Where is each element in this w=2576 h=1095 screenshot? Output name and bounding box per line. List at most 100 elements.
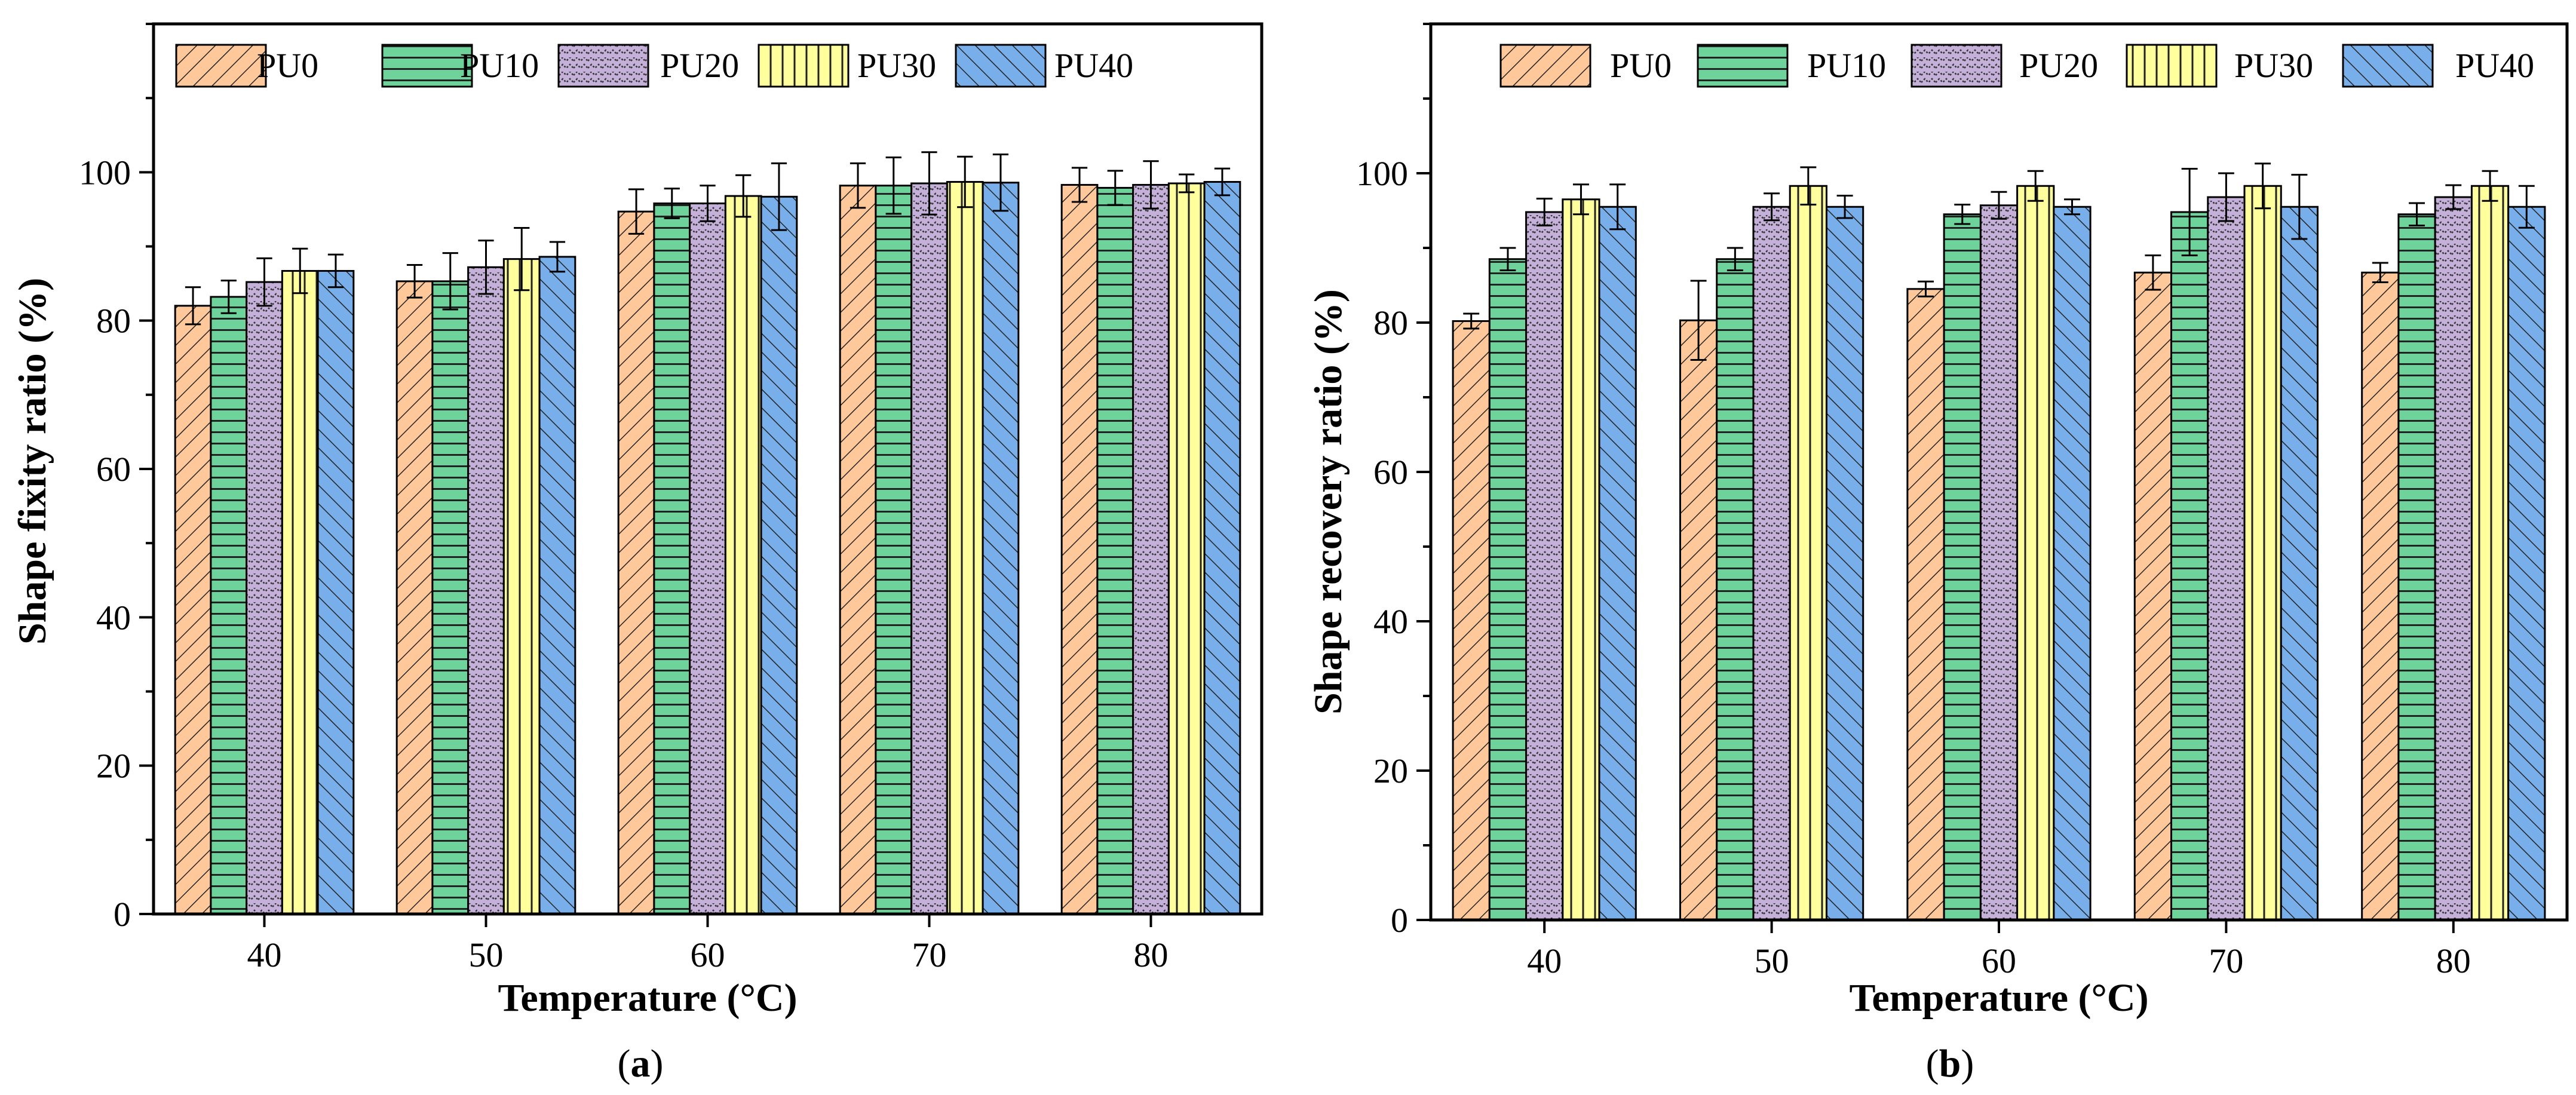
error-bar-a-pu20-80 <box>1143 160 1159 210</box>
bar-a-pu30-50 <box>502 258 541 915</box>
bar-a-pu30-40 <box>281 269 319 915</box>
bar-a-pu0-80 <box>1060 183 1099 915</box>
error-bar-b-pu20-50 <box>1764 192 1780 222</box>
error-bar-b-pu40-60 <box>2064 198 2080 216</box>
legend-item-a-pu40: PU40 <box>955 44 1133 88</box>
error-bar-b-pu10-70 <box>2181 168 2198 256</box>
error-bar-a-pu30-70 <box>957 155 973 208</box>
x-tick-label-a-50: 50 <box>469 935 504 974</box>
panel-label-a: (a) <box>618 1042 664 1085</box>
bar-b-pu40-80 <box>2507 205 2546 921</box>
legend-label-b-pu30: PU30 <box>2234 46 2313 85</box>
bar-a-pu30-70 <box>946 180 984 915</box>
bar-b-pu40-50 <box>1825 205 1864 921</box>
y-tick-label-b-0: 0 <box>1391 901 1408 940</box>
legend-b: PU0 PU10 PU20 PU30 PU40 <box>1499 44 2534 88</box>
bar-a-pu40-60 <box>760 195 798 915</box>
bar-b-pu30-50 <box>1789 185 1827 921</box>
bar-a-pu10-70 <box>875 185 913 915</box>
error-bar-b-pu10-40 <box>1499 247 1516 271</box>
bar-b-pu10-40 <box>1488 258 1528 921</box>
x-tick-label-b-50: 50 <box>1755 941 1789 980</box>
error-bar-a-pu40-70 <box>992 154 1009 212</box>
bar-b-pu0-60 <box>1906 288 1945 921</box>
bar-a-pu10-40 <box>210 296 248 915</box>
bar-b-pu10-80 <box>2397 213 2436 921</box>
error-bar-a-pu40-50 <box>549 241 566 273</box>
bar-b-pu0-40 <box>1452 320 1491 921</box>
legend-label-b-pu20: PU20 <box>2019 46 2098 85</box>
error-bars-b <box>1463 162 2535 361</box>
error-bar-b-pu0-70 <box>2145 254 2161 291</box>
error-bar-a-pu20-60 <box>700 185 716 222</box>
error-bar-b-pu40-40 <box>1609 183 1626 231</box>
legend-item-b-pu40: PU40 <box>2342 44 2534 88</box>
bar-b-pu20-60 <box>1979 204 2019 921</box>
y-axis-label-a: Shape fixity ratio (%) <box>11 278 54 645</box>
error-bar-a-pu10-60 <box>664 188 680 219</box>
legend-item-a-pu30: PU30 <box>758 44 936 88</box>
legend-swatch-b-pu30 <box>2126 44 2218 88</box>
bar-b-pu20-40 <box>1525 211 1564 921</box>
bar-b-pu30-70 <box>2243 185 2282 921</box>
legend-item-b-pu10: PU10 <box>1697 44 1886 88</box>
error-bar-a-pu10-40 <box>220 280 237 314</box>
bar-a-pu0-70 <box>839 185 877 915</box>
bar-b-pu30-60 <box>2016 185 2055 921</box>
bar-a-pu20-60 <box>689 202 726 915</box>
bar-b-pu10-50 <box>1716 258 1755 921</box>
error-bar-b-pu0-40 <box>1463 312 1480 330</box>
error-bar-a-pu10-70 <box>885 157 901 215</box>
bar-a-pu20-80 <box>1132 183 1170 915</box>
error-bar-a-pu40-60 <box>771 162 787 231</box>
error-bar-a-pu20-70 <box>921 151 937 216</box>
x-tick-label-b-60: 60 <box>1982 941 2016 980</box>
legend-swatch-a-pu10 <box>381 44 473 88</box>
bar-a-pu30-80 <box>1167 182 1206 915</box>
error-bar-a-pu30-60 <box>735 174 752 218</box>
legend-item-a-pu10: PU10 <box>381 44 539 88</box>
error-bar-b-pu30-40 <box>1572 183 1589 216</box>
panel-label-b: (b) <box>1926 1042 1974 1085</box>
error-bar-b-pu20-60 <box>1991 191 2007 220</box>
legend-label-a-pu10: PU10 <box>460 46 539 85</box>
bar-a-pu0-40 <box>174 305 212 915</box>
y-tick-label-a-0: 0 <box>114 895 131 934</box>
error-bar-b-pu10-60 <box>1954 204 1971 225</box>
legend-label-a-pu20: PU20 <box>660 46 739 85</box>
bar-b-pu0-80 <box>2361 271 2400 921</box>
x-tick-label-a-40: 40 <box>247 935 282 974</box>
legend-swatch-a-pu20 <box>557 44 649 88</box>
legend-label-a-pu40: PU40 <box>1054 46 1133 85</box>
y-tick-label-b-100: 100 <box>1356 154 1408 193</box>
error-bar-a-pu0-80 <box>1071 167 1088 203</box>
legend-swatch-b-pu40 <box>2342 44 2434 88</box>
legend-swatch-a-pu40 <box>955 44 1047 88</box>
x-tick-label-a-70: 70 <box>912 935 947 974</box>
error-bar-b-pu40-80 <box>2518 185 2535 229</box>
error-bar-a-pu0-40 <box>185 286 201 326</box>
legend-swatch-a-pu30 <box>758 44 850 88</box>
error-bar-b-pu20-80 <box>2445 184 2462 210</box>
x-tick-label-a-80: 80 <box>1134 935 1169 974</box>
error-bar-b-pu20-70 <box>2218 172 2234 222</box>
error-bar-b-pu20-40 <box>1536 198 1553 226</box>
bar-b-pu0-70 <box>2133 271 2173 921</box>
bar-b-pu40-60 <box>2053 205 2092 921</box>
error-bar-a-pu30-40 <box>292 247 308 295</box>
bar-a-pu40-80 <box>1203 180 1241 915</box>
legend-item-b-pu20: PU20 <box>1910 44 2098 88</box>
legend-label-b-pu40: PU40 <box>2455 46 2534 85</box>
x-axis-label-a: Temperature (°C) <box>498 976 797 1020</box>
error-bar-b-pu30-50 <box>1800 166 1817 205</box>
bars-a <box>174 180 1241 915</box>
y-tick-label-b-80: 80 <box>1373 303 1408 342</box>
bar-b-pu20-80 <box>2434 196 2473 921</box>
bar-b-pu20-70 <box>2207 196 2246 921</box>
bar-b-pu10-60 <box>1943 213 1982 921</box>
bar-a-pu40-50 <box>538 256 576 915</box>
bar-b-pu10-70 <box>2170 211 2209 921</box>
x-tick-label-b-40: 40 <box>1527 941 1562 980</box>
error-bar-b-pu30-70 <box>2255 162 2271 210</box>
bar-a-pu20-70 <box>910 182 948 915</box>
